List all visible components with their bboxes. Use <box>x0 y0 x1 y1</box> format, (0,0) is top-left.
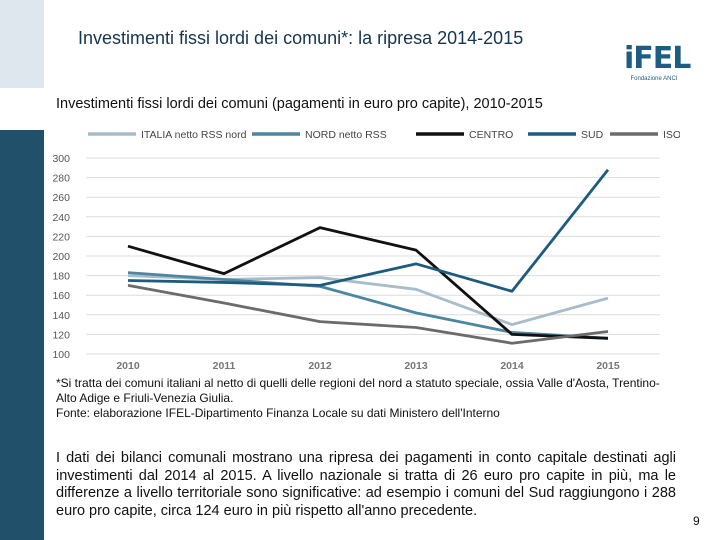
series-line <box>127 271 609 340</box>
y-tick-label: 180 <box>52 271 70 283</box>
x-tick-label: 2012 <box>308 360 332 372</box>
page-number: 9 <box>693 514 700 528</box>
footnote-source: Fonte: elaborazione IFEL-Dipartimento Fi… <box>56 406 500 420</box>
y-tick-label: 140 <box>52 310 70 322</box>
legend-label: NORD netto RSS <box>305 129 387 141</box>
y-tick-label: 160 <box>52 290 70 302</box>
x-tick-label: 2014 <box>500 360 524 372</box>
logo-subtext: Fondazione ANCI <box>630 76 678 82</box>
series-line <box>127 226 609 340</box>
x-tick-label: 2010 <box>116 360 140 372</box>
logo-text: iFEL <box>624 41 691 76</box>
y-tick-label: 100 <box>52 349 70 361</box>
chart-title: Investimenti fissi lordi dei comuni (pag… <box>56 96 543 112</box>
series-line <box>127 284 609 345</box>
legend-label: ISOLE <box>663 129 680 141</box>
summary-paragraph: I dati dei bilanci comunali mostrano una… <box>56 450 676 519</box>
legend-label: CENTRO <box>469 129 513 141</box>
footnote-definition: *Si tratta dei comuni italiani al netto … <box>56 376 660 405</box>
y-tick-label: 300 <box>52 153 70 165</box>
x-tick-label: 2011 <box>213 360 236 372</box>
y-tick-label: 240 <box>52 212 70 224</box>
decorative-bar-bottom <box>0 130 44 540</box>
decorative-bar-top <box>0 0 44 88</box>
series-line <box>127 168 610 293</box>
ifel-logo: iFEL Fondazione ANCI <box>624 41 691 88</box>
legend-label: SUD <box>581 129 604 141</box>
x-tick-label: 2015 <box>596 360 620 372</box>
footnote: *Si tratta dei comuni italiani al netto … <box>56 376 676 421</box>
x-tick-label: 2013 <box>404 360 428 372</box>
y-tick-label: 280 <box>52 173 70 185</box>
y-tick-label: 260 <box>52 192 70 204</box>
legend-label: ITALIA netto RSS nord <box>141 129 247 141</box>
y-tick-label: 220 <box>52 231 70 243</box>
slide-title: Investimenti fissi lordi dei comuni*: la… <box>78 28 524 48</box>
y-tick-label: 120 <box>52 329 70 341</box>
line-chart: 100 120 140 160 180 200 220 240 260 280 300 2010 201… <box>52 129 680 372</box>
y-tick-label: 200 <box>52 251 70 263</box>
